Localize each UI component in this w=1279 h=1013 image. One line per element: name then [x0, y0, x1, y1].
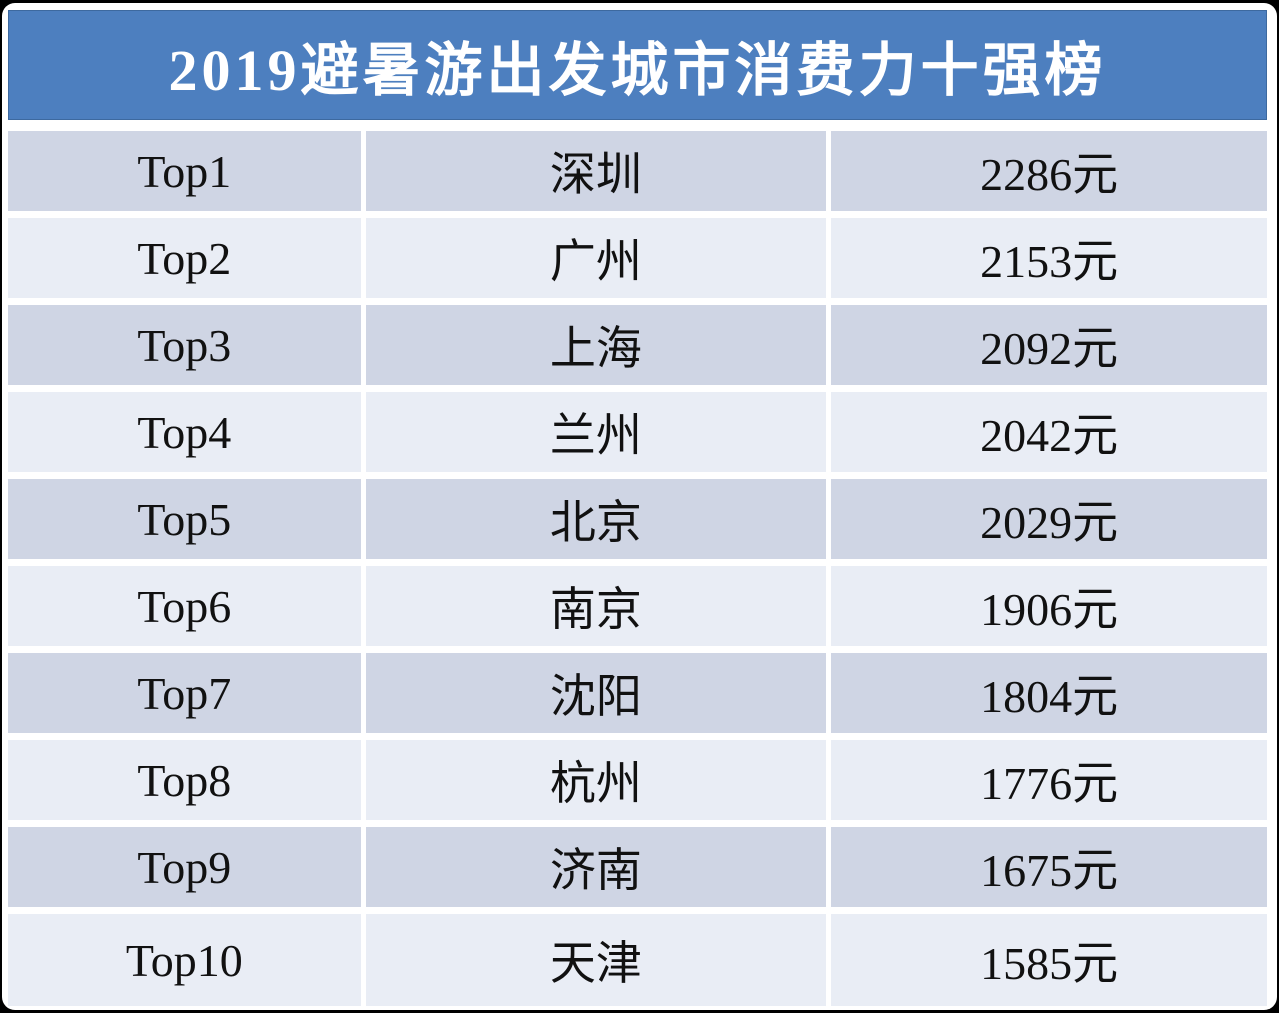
table-row: Top4 兰州 2042元 [8, 392, 1267, 472]
rank-cell: Top1 [8, 131, 361, 211]
table-row: Top8 杭州 1776元 [8, 740, 1267, 820]
table-row: Top2 广州 2153元 [8, 218, 1267, 298]
city-cell: 天津 [365, 914, 827, 1006]
rank-cell: Top4 [8, 392, 361, 472]
price-cell: 1906元 [831, 566, 1267, 646]
table-row: Top3 上海 2092元 [8, 305, 1267, 385]
rank-cell: Top5 [8, 479, 361, 559]
table-row: Top6 南京 1906元 [8, 566, 1267, 646]
table-row: Top9 济南 1675元 [8, 827, 1267, 907]
page-title: 2019避暑游出发城市消费力十强榜 [168, 38, 1107, 103]
ranking-table: Top1 深圳 2286元 Top2 广州 2153元 Top3 上海 2092… [8, 131, 1267, 1006]
city-cell: 上海 [365, 305, 827, 385]
price-cell: 2092元 [831, 305, 1267, 385]
price-cell: 2286元 [831, 131, 1267, 211]
table-row: Top10 天津 1585元 [8, 914, 1267, 1006]
table-row: Top5 北京 2029元 [8, 479, 1267, 559]
city-cell: 杭州 [365, 740, 827, 820]
city-cell: 兰州 [365, 392, 827, 472]
city-cell: 沈阳 [365, 653, 827, 733]
infographic-page: 2019避暑游出发城市消费力十强榜 Top1 深圳 2286元 Top2 广州 … [2, 3, 1277, 1010]
title-banner: 2019避暑游出发城市消费力十强榜 [8, 10, 1267, 120]
rank-cell: Top10 [8, 914, 361, 1006]
city-cell: 南京 [365, 566, 827, 646]
price-cell: 2042元 [831, 392, 1267, 472]
city-cell: 济南 [365, 827, 827, 907]
price-cell: 1776元 [831, 740, 1267, 820]
rank-cell: Top7 [8, 653, 361, 733]
price-cell: 1675元 [831, 827, 1267, 907]
rank-cell: Top3 [8, 305, 361, 385]
city-cell: 北京 [365, 479, 827, 559]
price-cell: 2153元 [831, 218, 1267, 298]
price-cell: 1585元 [831, 914, 1267, 1006]
city-cell: 广州 [365, 218, 827, 298]
table-row: Top7 沈阳 1804元 [8, 653, 1267, 733]
rank-cell: Top9 [8, 827, 361, 907]
rank-cell: Top6 [8, 566, 361, 646]
city-cell: 深圳 [365, 131, 827, 211]
price-cell: 1804元 [831, 653, 1267, 733]
table-row: Top1 深圳 2286元 [8, 131, 1267, 211]
price-cell: 2029元 [831, 479, 1267, 559]
rank-cell: Top8 [8, 740, 361, 820]
rank-cell: Top2 [8, 218, 361, 298]
